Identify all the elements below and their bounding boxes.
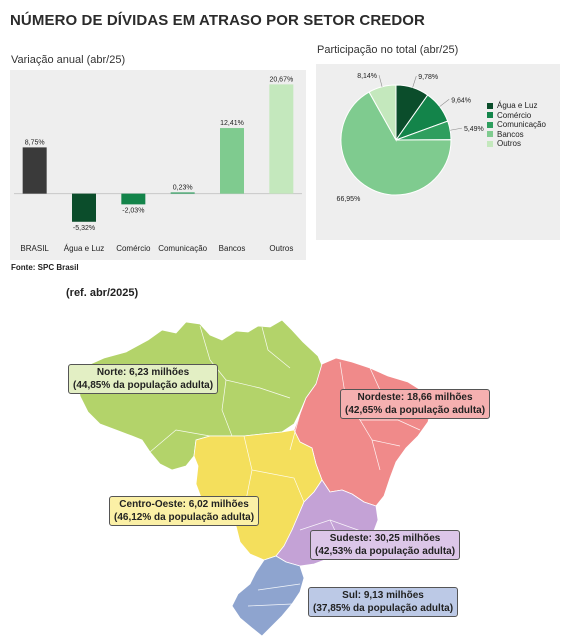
bar-chart-title: Variação anual (abr/25)	[11, 54, 126, 66]
bar	[220, 128, 244, 194]
region-sul	[231, 555, 305, 637]
bar-value-label: 8,75%	[25, 139, 45, 146]
legend-label: Bancos	[497, 129, 524, 139]
bar-value-label: 0,23%	[173, 184, 193, 191]
source-note: Fonte: SPC Brasil	[11, 263, 79, 272]
bar	[121, 193, 146, 205]
bar-value-label: 12,41%	[220, 120, 244, 127]
legend-label: Água e Luz	[497, 101, 538, 111]
label-centro-oeste: Centro-Oeste: 6,02 milhões (46,12% da po…	[109, 496, 260, 526]
label-sul-line1: Sul: 9,13 milhões	[342, 590, 424, 601]
legend-label: Outros	[497, 139, 522, 149]
legend-swatch	[487, 140, 493, 147]
legend-swatch	[487, 102, 493, 109]
bar	[269, 84, 294, 194]
label-nordeste-line2: (42,65% da população adulta)	[345, 405, 486, 416]
pie-slice	[368, 84, 397, 142]
bar-value-label: -5,32%	[73, 225, 95, 232]
map-reference: (ref. abr/2025)	[66, 287, 139, 299]
legend-label: Comunicação	[497, 120, 546, 130]
pie-slice	[340, 91, 452, 196]
bar-category-label: Outros	[269, 244, 293, 253]
pie-leader-line	[450, 127, 462, 131]
pie-chart: 9,78% 9,64% 5,49% 66,95% 8,14%	[337, 73, 484, 203]
pie-value-label: 9,64%	[451, 97, 471, 104]
legend-item: Bancos	[487, 130, 546, 140]
pie-value-label: 5,49%	[464, 126, 484, 133]
pie-leader-line	[378, 75, 383, 87]
pie-leader-line	[439, 99, 450, 107]
bar-category-label: Bancos	[219, 244, 246, 253]
bar-category-label: Água e Luz	[64, 244, 104, 253]
label-sudeste-line2: (42,53% da população adulta)	[315, 546, 456, 557]
label-centro-oeste-line1: Centro-Oeste: 6,02 milhões	[119, 499, 249, 510]
pie-legend: Água e Luz Comércio Comunicação Bancos Outro…	[487, 101, 546, 149]
page-title: NÚMERO DE DÍVIDAS EM ATRASO POR SETOR CR…	[10, 12, 425, 29]
bar-chart: 8,75% BRASIL -5,32% Água e Luz -2,03% Comérci…	[14, 76, 302, 253]
pie-chart-panel: 9,78% 9,64% 5,49% 66,95% 8,14%	[316, 64, 560, 240]
bar	[170, 192, 195, 194]
label-norte: Norte: 6,23 milhões (44,85% da população…	[68, 364, 219, 394]
bar	[22, 147, 47, 194]
bar-category-label: Comunicação	[158, 244, 207, 253]
legend-item: Água e Luz	[487, 101, 546, 111]
legend-swatch	[487, 131, 493, 138]
label-sudeste: Sudeste: 30,25 milhões (42,53% da popula…	[310, 530, 461, 560]
pie-chart-title: Participação no total (abr/25)	[317, 44, 459, 56]
legend-item: Outros	[487, 139, 546, 149]
legend-swatch	[487, 121, 493, 128]
pie-leader-line	[412, 76, 417, 88]
pie-value-label: 8,14%	[357, 73, 377, 80]
bar-category-label: Comércio	[116, 244, 151, 253]
label-norte-line2: (44,85% da população adulta)	[73, 380, 214, 391]
pie-value-label: 9,78%	[418, 74, 438, 81]
label-nordeste: Nordeste: 18,66 milhões (42,65% da popul…	[340, 389, 491, 419]
legend-item: Comércio	[487, 111, 546, 121]
bar-chart-panel: 8,75% BRASIL -5,32% Água e Luz -2,03% Comérci…	[10, 70, 306, 260]
label-sul-line2: (37,85% da população adulta)	[313, 603, 454, 614]
label-sudeste-line1: Sudeste: 30,25 milhões	[329, 533, 441, 544]
legend-swatch	[487, 112, 493, 119]
legend-label: Comércio	[497, 110, 532, 120]
label-sul: Sul: 9,13 milhões (37,85% da população a…	[308, 587, 459, 617]
bar	[72, 193, 96, 222]
label-nordeste-line1: Nordeste: 18,66 milhões	[357, 392, 473, 403]
legend-item: Comunicação	[487, 120, 546, 130]
pie-value-label: 66,95%	[337, 196, 361, 203]
bar-value-label: 20,67%	[269, 76, 293, 83]
label-centro-oeste-line2: (46,12% da população adulta)	[114, 512, 255, 523]
bar-value-label: -2,03%	[122, 207, 144, 214]
bar-category-label: BRASIL	[20, 244, 49, 253]
label-norte-line1: Norte: 6,23 milhões	[96, 367, 190, 378]
